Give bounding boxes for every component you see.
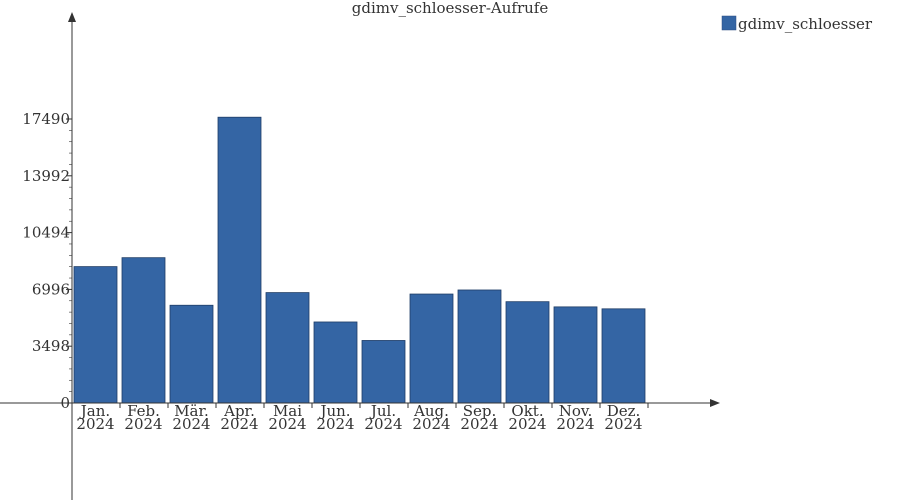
x-tick-label-month: Mär. bbox=[174, 402, 209, 420]
bar bbox=[457, 289, 502, 404]
bar bbox=[553, 306, 598, 404]
x-tick-label-year: 2024 bbox=[316, 415, 354, 433]
x-tick-label-month: Okt. bbox=[511, 402, 543, 420]
bar bbox=[73, 266, 118, 404]
x-tick-label-month: Apr. bbox=[223, 402, 255, 420]
bar bbox=[169, 304, 214, 404]
x-tick-label-year: 2024 bbox=[76, 415, 114, 433]
bar bbox=[265, 292, 310, 404]
x-tick-label-month: Jul. bbox=[369, 402, 396, 420]
x-tick-label-month: Nov. bbox=[559, 402, 593, 420]
bar bbox=[121, 257, 166, 404]
x-tick-label-month: Feb. bbox=[127, 402, 160, 420]
x-axis-labels: Jan.2024Feb.2024Mär.2024Apr.2024Mai2024J… bbox=[71, 402, 649, 433]
x-tick-label-year: 2024 bbox=[268, 415, 306, 433]
x-tick-label-month: Mai bbox=[273, 402, 302, 420]
bars bbox=[73, 116, 646, 404]
y-tick-label: 3498 bbox=[32, 337, 70, 355]
x-tick-label-month: Sep. bbox=[463, 402, 497, 420]
x-tick-label-month: Dez. bbox=[607, 402, 641, 420]
x-tick-label-year: 2024 bbox=[124, 415, 162, 433]
x-tick-label-month: Jun. bbox=[318, 402, 350, 420]
x-tick-label-year: 2024 bbox=[460, 415, 498, 433]
bar bbox=[313, 321, 358, 404]
bar bbox=[601, 308, 646, 404]
legend-swatch bbox=[721, 15, 737, 31]
x-tick-label-year: 2024 bbox=[364, 415, 402, 433]
bar bbox=[409, 293, 454, 404]
y-tick-label: 17490 bbox=[22, 110, 70, 128]
x-tick-label-year: 2024 bbox=[412, 415, 450, 433]
x-tick-label-year: 2024 bbox=[220, 415, 258, 433]
x-axis-arrow bbox=[710, 399, 720, 407]
x-tick-label-month: Aug. bbox=[413, 402, 449, 420]
bar bbox=[361, 340, 406, 404]
chart-title: gdimv_schloesser-Aufrufe bbox=[352, 0, 549, 17]
legend-label: gdimv_schloesser bbox=[738, 15, 873, 33]
x-tick-label-month: Jan. bbox=[79, 402, 110, 420]
bar bbox=[505, 301, 550, 404]
x-tick-label-year: 2024 bbox=[556, 415, 594, 433]
y-tick-label: 10494 bbox=[22, 224, 70, 242]
y-tick-label: 6996 bbox=[32, 280, 70, 298]
legend: gdimv_schloesser bbox=[721, 15, 873, 33]
x-tick-label-year: 2024 bbox=[172, 415, 210, 433]
x-tick-label-year: 2024 bbox=[508, 415, 546, 433]
bar bbox=[217, 116, 262, 404]
y-axis-arrow bbox=[68, 12, 76, 22]
y-tick-label: 13992 bbox=[22, 167, 70, 185]
x-tick-label-year: 2024 bbox=[604, 415, 642, 433]
